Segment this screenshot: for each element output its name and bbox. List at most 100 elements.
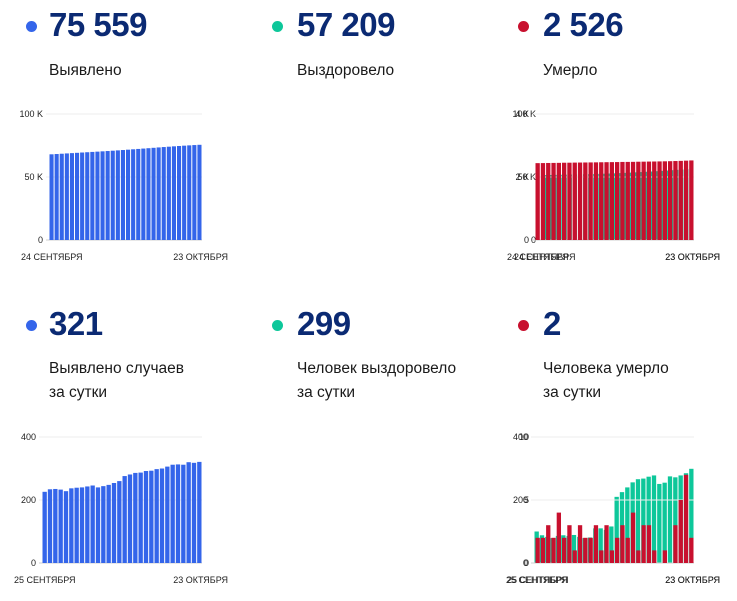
bar	[49, 154, 54, 240]
bar	[59, 153, 64, 240]
bar	[609, 550, 614, 563]
bar	[683, 474, 689, 563]
bar	[54, 154, 59, 240]
bar	[572, 162, 577, 240]
bar	[588, 537, 593, 563]
chart-daily-deaths: 0 5 10 25 СЕНТЯБРЯ 23 ОКТЯБРЯ	[507, 432, 720, 585]
bar	[689, 468, 694, 563]
bar	[90, 485, 95, 563]
daily-recovered-label: Человек выздоровело	[297, 360, 457, 377]
bar	[177, 146, 182, 240]
bar	[149, 470, 154, 563]
bar	[689, 160, 694, 240]
bar	[583, 162, 588, 240]
bar	[636, 161, 641, 240]
bar	[662, 550, 667, 563]
x-tick-label-start: 24 СЕНТЯБРЯ	[507, 252, 569, 262]
bar	[630, 161, 636, 240]
bar	[662, 482, 667, 563]
legend-dot-icon	[518, 21, 529, 32]
bar	[598, 528, 603, 563]
bar	[85, 152, 90, 240]
bar	[635, 479, 641, 563]
bar	[678, 500, 683, 563]
bar	[572, 550, 577, 563]
bar	[657, 483, 662, 563]
bar	[577, 162, 583, 240]
y-tick-label: 50 K	[24, 172, 43, 182]
bar	[614, 496, 619, 563]
bar	[80, 152, 85, 240]
daily-deaths-sublabel: за сутки	[543, 384, 602, 401]
y-tick-label: 10	[519, 432, 529, 442]
legend-dot-icon	[272, 320, 283, 331]
chart-total-cases: 0 50 K 100 K 24 СЕНТЯБРЯ 23 ОКТЯБРЯ	[19, 109, 228, 262]
bar	[641, 161, 646, 240]
bar	[535, 537, 540, 563]
bar	[53, 488, 58, 563]
total-cases-value: 75 559	[49, 6, 147, 43]
bar	[141, 148, 146, 240]
chart-daily-recovered: 0 200 400 25 СЕНТЯБРЯ 23 ОКТЯБРЯ	[506, 432, 720, 585]
bar	[90, 151, 95, 240]
y-tick-label: 50 K	[517, 172, 536, 182]
bar	[143, 471, 149, 563]
chart-total-recovered: 0 50 K 100 K 24 СЕНТЯБРЯ 23 ОКТЯБРЯ	[512, 109, 720, 262]
bar	[673, 477, 678, 563]
bar	[643, 171, 648, 240]
bar	[197, 461, 202, 563]
bar	[583, 537, 588, 563]
daily-cases-label: Выявлено случаев	[49, 360, 184, 377]
y-tick-label: 0	[523, 558, 528, 568]
y-tick-label: 4 K	[515, 109, 529, 119]
bar	[641, 478, 646, 563]
bar	[546, 525, 551, 563]
bar	[146, 148, 151, 240]
bar	[197, 144, 202, 240]
bar	[615, 537, 620, 563]
legend-dot-icon	[518, 320, 529, 331]
bar	[186, 462, 191, 563]
total-recovered-label: Выздоровело	[297, 62, 395, 79]
bar	[182, 145, 187, 240]
bar	[165, 466, 170, 563]
bar	[556, 512, 561, 563]
bar	[191, 462, 197, 563]
y-tick-label: 200	[21, 495, 36, 505]
bar	[42, 491, 47, 563]
bar	[95, 487, 101, 563]
daily-recovered-sublabel: за сутки	[297, 384, 356, 401]
bar	[154, 469, 159, 563]
bar	[79, 487, 85, 563]
x-tick-label-end: 23 ОКТЯБРЯ	[173, 575, 228, 585]
x-tick-label-start: 24 СЕНТЯБРЯ	[514, 252, 576, 262]
bar	[159, 468, 165, 563]
x-tick-label-end: 23 ОКТЯБРЯ	[665, 252, 720, 262]
bar	[638, 172, 643, 240]
total-cases-label: Выявлено	[49, 62, 122, 79]
x-tick-label-start: 25 СЕНТЯБРЯ	[506, 575, 568, 585]
bar	[646, 525, 652, 563]
x-tick-label-end: 23 ОКТЯБРЯ	[173, 252, 228, 262]
bar	[122, 476, 127, 563]
bar	[625, 537, 630, 563]
bar	[120, 150, 125, 240]
bar	[111, 482, 117, 563]
bar	[609, 526, 614, 563]
bar	[166, 146, 171, 240]
bar	[556, 162, 561, 240]
bar	[571, 534, 577, 563]
bar	[593, 162, 599, 240]
bar	[95, 151, 100, 240]
bar	[593, 525, 599, 563]
y-tick-label: 0	[31, 558, 36, 568]
bar	[106, 484, 111, 563]
bar	[620, 525, 625, 563]
bar	[636, 550, 641, 563]
bar	[69, 153, 74, 240]
bar	[678, 160, 683, 240]
bar	[567, 162, 572, 240]
bar	[551, 537, 556, 563]
y-tick-label: 400	[513, 432, 528, 442]
legend-dot-icon	[26, 320, 37, 331]
